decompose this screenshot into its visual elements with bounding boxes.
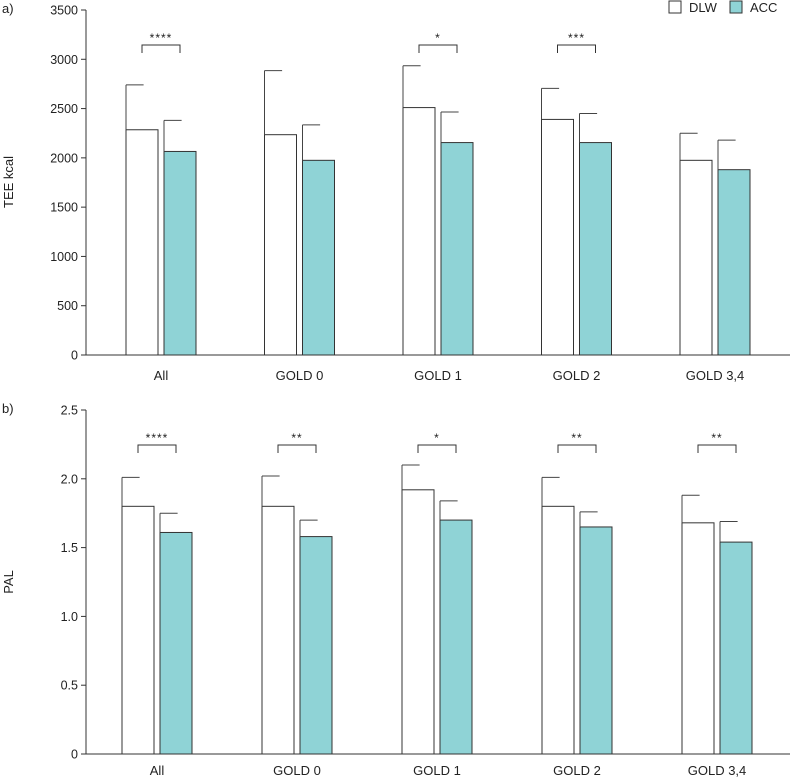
- y-tick-label: 2500: [50, 102, 78, 116]
- panel-label-b: b): [2, 401, 14, 416]
- y-tick-label: 3000: [50, 53, 78, 67]
- legend-swatch-dlw: [668, 0, 682, 14]
- legend-label-dlw: DLW: [689, 0, 718, 15]
- bar-dlw: [125, 129, 159, 356]
- bar-acc: [717, 169, 751, 356]
- y-tick-label: 2.5: [61, 404, 78, 418]
- bar-acc: [579, 526, 613, 755]
- significance-bracket: [418, 44, 458, 53]
- x-tick-label: GOLD 2: [553, 763, 601, 778]
- bar-acc: [302, 159, 335, 356]
- significance-label: *: [434, 431, 440, 445]
- significance-bracket: [137, 444, 177, 453]
- significance-bracket: [557, 44, 596, 53]
- bar-dlw: [541, 118, 574, 356]
- y-tick-label: 2000: [50, 151, 78, 165]
- x-tick-label: All: [154, 368, 169, 383]
- legend-label-acc: ACC: [750, 0, 777, 15]
- y-axis-label-b: PAL: [1, 570, 16, 594]
- legend-swatch-acc: [729, 0, 743, 14]
- bar-dlw: [679, 159, 713, 356]
- y-tick-label: 1.0: [61, 610, 78, 624]
- bar-dlw: [402, 107, 436, 356]
- x-tick-label: GOLD 3,4: [688, 763, 747, 778]
- x-tick-label: GOLD 3,4: [686, 368, 745, 383]
- significance-label: **: [291, 431, 302, 445]
- bar-dlw: [264, 134, 297, 356]
- bar-dlw: [681, 522, 715, 755]
- y-tick-label: 0: [71, 748, 78, 762]
- bar-acc: [440, 142, 474, 356]
- y-tick-label: 1500: [50, 201, 78, 215]
- significance-bracket: [141, 44, 181, 53]
- y-tick-label: 1.5: [61, 541, 78, 555]
- y-tick-label: 2.0: [61, 472, 78, 486]
- x-tick-label: GOLD 2: [553, 368, 601, 383]
- bar-acc: [159, 531, 193, 755]
- significance-label: ****: [146, 431, 169, 445]
- bar-acc: [163, 150, 197, 356]
- significance-bracket: [277, 444, 317, 453]
- bar-dlw: [121, 505, 155, 755]
- y-tick-label: 3500: [50, 4, 78, 18]
- y-tick-label: 500: [57, 299, 78, 313]
- significance-label: ****: [150, 31, 173, 45]
- bar-acc: [299, 536, 333, 755]
- significance-label: *: [435, 31, 441, 45]
- significance-label: **: [571, 431, 582, 445]
- y-tick-label: 0: [71, 349, 78, 363]
- y-tick-label: 0.5: [61, 679, 78, 693]
- bar-acc: [439, 519, 473, 755]
- x-tick-label: GOLD 0: [273, 763, 321, 778]
- chart-panel-a: a) TEE kcal 0 500 1000 1500 2000 2500 3000 3500…: [1, 1, 790, 383]
- significance-bracket: [417, 444, 457, 453]
- y-axis-label-a: TEE kcal: [1, 156, 16, 208]
- x-tick-label: GOLD 1: [414, 368, 462, 383]
- panel-label-a: a): [2, 1, 14, 16]
- significance-label: **: [711, 431, 722, 445]
- significance-label: ***: [568, 31, 585, 45]
- bar-dlw: [541, 505, 575, 755]
- bar-acc: [579, 142, 612, 356]
- legend: DLW ACC: [668, 0, 777, 15]
- x-tick-label: GOLD 0: [276, 368, 324, 383]
- significance-bracket: [557, 444, 597, 453]
- y-tick-label: 1000: [50, 250, 78, 264]
- bar-dlw: [261, 505, 295, 755]
- bar-dlw: [401, 489, 435, 755]
- significance-bracket: [697, 444, 737, 453]
- bar-acc: [719, 541, 753, 755]
- x-tick-label: GOLD 1: [413, 763, 461, 778]
- x-tick-label: All: [150, 763, 165, 778]
